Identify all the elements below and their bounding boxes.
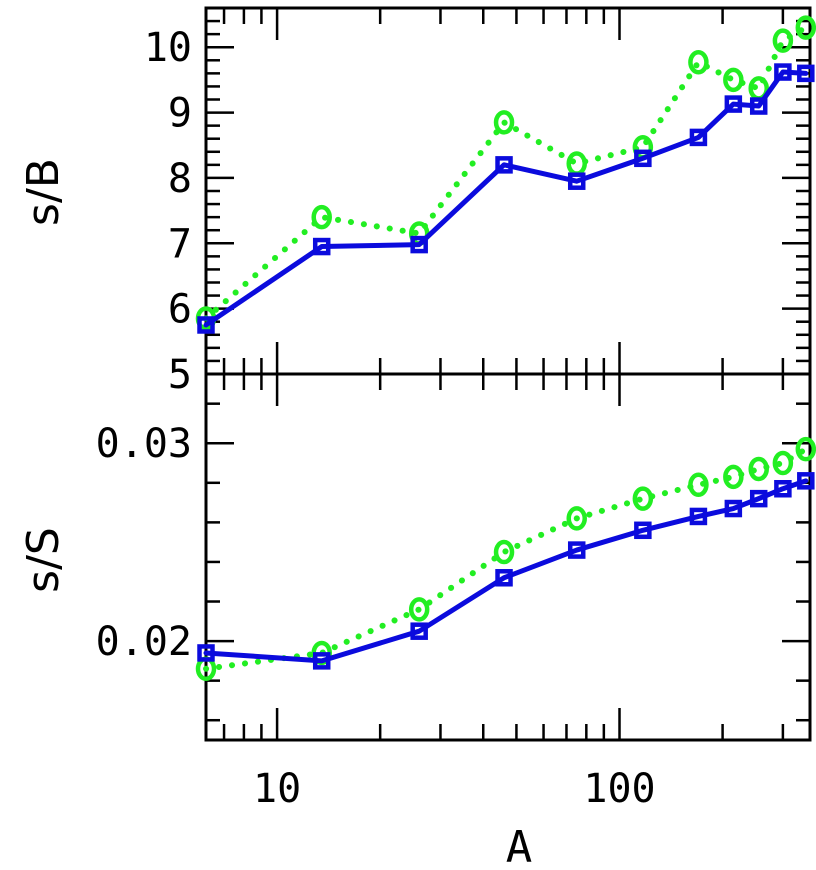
bottom-panel: 0.02 0.03 10 100 (96, 372, 816, 812)
data-point-square (567, 172, 586, 190)
data-point-circle (723, 67, 744, 93)
data-point-circle (493, 539, 515, 565)
data-point-square (774, 479, 792, 498)
data-point-circle (772, 28, 794, 53)
data-point-square (567, 541, 586, 559)
y-tick-label-top: 10 (144, 25, 192, 71)
data-point-square (495, 156, 513, 174)
plot-frame-bottom (204, 372, 812, 742)
data-point-square (724, 499, 743, 518)
series-squares-bottom (197, 472, 815, 670)
y-tick-label-top: 9 (168, 91, 192, 137)
data-point-square (312, 237, 331, 256)
data-point-square (724, 95, 743, 113)
y-axis-label-bottom: s/S (18, 527, 69, 593)
data-point-square (312, 652, 331, 670)
data-point-circle (408, 597, 430, 622)
data-point-square (197, 644, 215, 662)
data-point-circle (566, 506, 587, 531)
y-tick-label-bottom: 0.02 (96, 619, 192, 665)
data-point-square (749, 97, 768, 115)
y-tick-label-top: 8 (168, 156, 192, 202)
data-point-circle (772, 450, 794, 476)
data-point-circle (632, 486, 654, 511)
series-line-top-1 (203, 69, 809, 328)
y-tick-label-top: 7 (168, 221, 192, 267)
plot-frame-top (204, 6, 812, 376)
data-point-square (774, 63, 792, 81)
data-point-circle (795, 15, 816, 40)
data-point-circle (688, 472, 709, 498)
data-point-circle (311, 204, 332, 230)
x-axis-label: A (506, 822, 533, 870)
data-point-square (797, 64, 815, 83)
x-tick-label: 100 (583, 766, 655, 812)
data-point-square (495, 569, 513, 587)
data-point-square (749, 489, 768, 508)
data-point-square (410, 622, 428, 640)
data-point-circle (795, 436, 816, 462)
data-point-circle (723, 464, 744, 490)
data-point-square (410, 235, 428, 254)
x-tick-label: 10 (253, 766, 301, 812)
data-point-square (689, 128, 708, 147)
data-point-square (197, 316, 215, 334)
series-squares-top (197, 63, 815, 334)
top-panel: 5 6 7 8 9 10 (144, 6, 816, 398)
y-tick-label-top: 5 (168, 352, 192, 398)
data-point-square (689, 507, 708, 526)
data-point-square (797, 472, 815, 490)
data-point-circle (748, 456, 769, 482)
y-tick-label-bottom: 0.03 (96, 421, 192, 467)
data-point-circle (493, 110, 515, 135)
data-point-square (634, 521, 652, 540)
series-line-bottom-0 (203, 446, 809, 672)
data-point-circle (688, 49, 709, 75)
series-circles-bottom (195, 436, 816, 682)
data-point-square (634, 149, 652, 168)
y-axis-label-top: s/B (18, 158, 69, 226)
y-tick-label-top: 6 (168, 287, 192, 333)
